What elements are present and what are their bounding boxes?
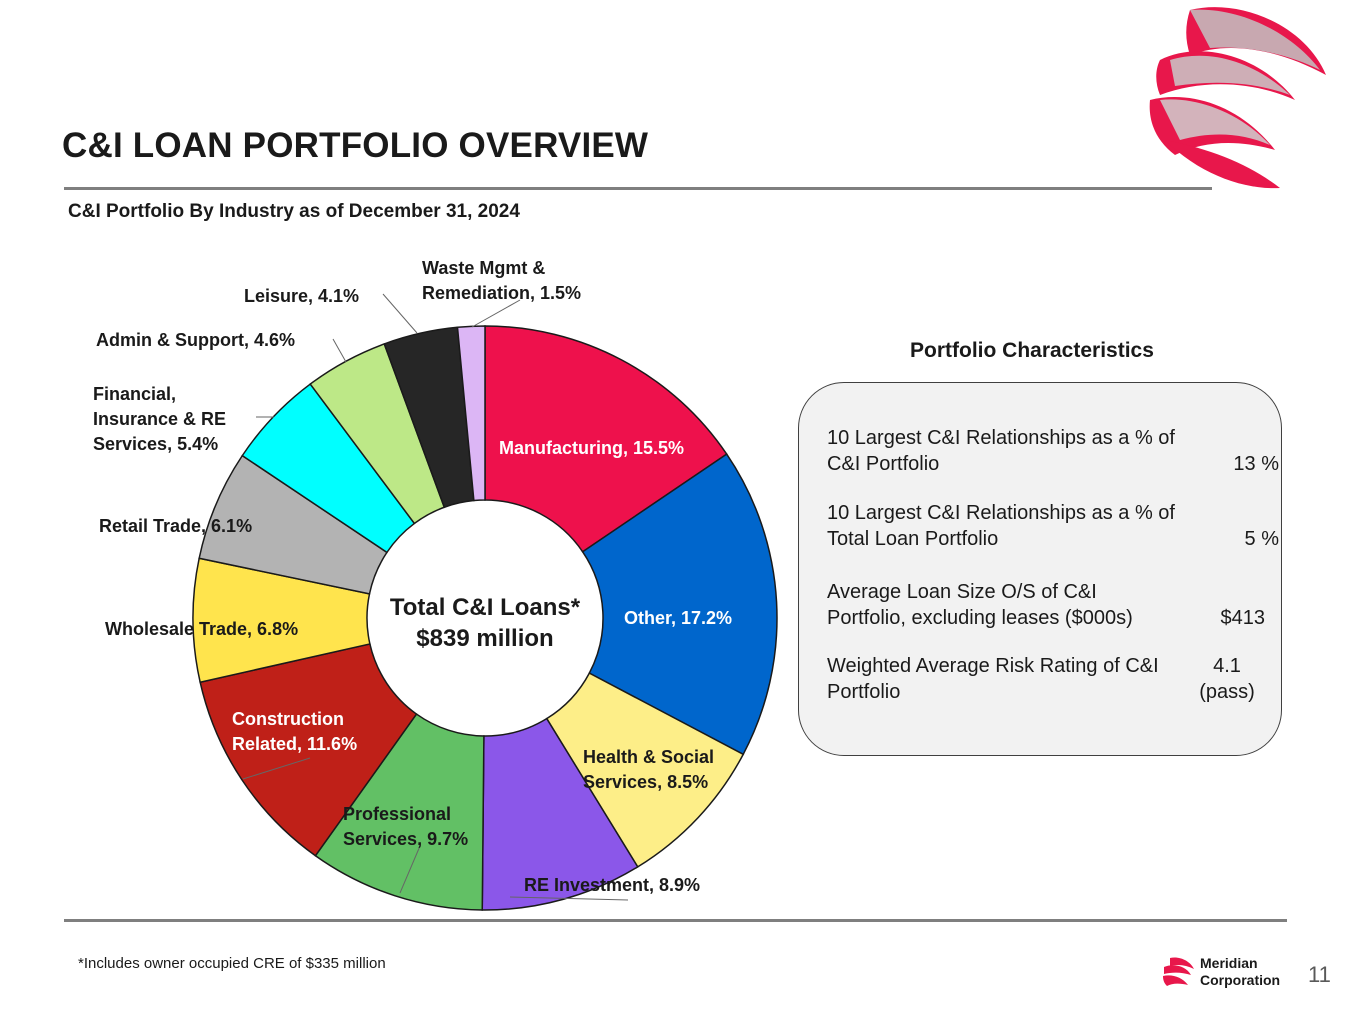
portfolio-row-value: 13 % xyxy=(1233,453,1279,475)
meridian-logo-icon xyxy=(1149,7,1326,189)
slice-label: Professional Services, 9.7% xyxy=(343,804,468,849)
label-leader-line xyxy=(509,896,629,901)
portfolio-characteristics-title: Portfolio Characteristics xyxy=(910,339,1154,362)
footer-divider xyxy=(64,919,1287,922)
label-leader-line xyxy=(332,338,347,363)
slice-label: Other, 17.2% xyxy=(624,608,732,628)
portfolio-row: 10 Largest C&I Relationships as a % of C… xyxy=(827,425,1279,477)
slice-label: Retail Trade, 6.1% xyxy=(99,516,252,536)
slice-label: Waste Mgmt & Remediation, 1.5% xyxy=(422,258,581,303)
chart-subtitle: C&I Portfolio By Industry as of December… xyxy=(68,201,520,222)
donut-center-label: Total C&I Loans* $839 million xyxy=(390,594,581,652)
donut-slice xyxy=(314,713,485,911)
slice-label: Manufacturing, 15.5% xyxy=(499,438,684,458)
header-divider xyxy=(64,187,1212,190)
portfolio-row-label: Average Loan Size O/S of C&I Portfolio, … xyxy=(827,581,1133,629)
portfolio-characteristics-box: 10 Largest C&I Relationships as a % of C… xyxy=(798,382,1282,756)
page-title: C&I LOAN PORTFOLIO OVERVIEW xyxy=(62,126,649,165)
label-leader-line xyxy=(242,757,311,780)
donut-slice xyxy=(199,643,418,857)
portfolio-row-value: 5 % xyxy=(1244,528,1279,550)
page-number: 11 xyxy=(1308,962,1331,987)
portfolio-row: 10 Largest C&I Relationships as a % of T… xyxy=(827,500,1279,552)
slice-label: Leisure, 4.1% xyxy=(244,286,359,306)
portfolio-row: Average Loan Size O/S of C&I Portfolio, … xyxy=(827,579,1267,631)
donut-slice xyxy=(456,325,486,502)
footnote: *Includes owner occupied CRE of $335 mil… xyxy=(78,955,386,972)
brand-name: Meridian Corporation xyxy=(1200,955,1280,989)
slice-label: Admin & Support, 4.6% xyxy=(96,330,295,350)
label-leader-line xyxy=(471,299,521,328)
portfolio-row-value: 4.1 (pass) xyxy=(1199,655,1255,703)
meridian-logo-small-icon xyxy=(1163,957,1194,986)
slice-label: Construction Related, 11.6% xyxy=(232,709,357,754)
brand-name-line2: Corporation xyxy=(1200,972,1281,988)
portfolio-row-label: 10 Largest C&I Relationships as a % of C… xyxy=(827,427,1175,475)
donut-slice xyxy=(581,453,778,756)
label-leader-line xyxy=(382,293,418,334)
label-leader-line xyxy=(399,845,421,894)
donut-slice xyxy=(484,325,728,553)
slice-label: RE Investment, 8.9% xyxy=(524,875,700,895)
portfolio-row: Weighted Average Risk Rating of C&I Port… xyxy=(827,653,1267,705)
portfolio-row-value: $413 xyxy=(1220,607,1266,629)
slice-label: Wholesale Trade, 6.8% xyxy=(105,619,298,639)
industry-donut-chart: Manufacturing, 15.5% Other, 17.2% Health &… xyxy=(93,258,778,911)
portfolio-row-label: 10 Largest C&I Relationships as a % of T… xyxy=(827,502,1175,550)
slice-label: Health & Social Services, 8.5% xyxy=(583,747,714,792)
portfolio-row-label: Weighted Average Risk Rating of C&I Port… xyxy=(827,655,1159,703)
slice-label: Financial, Insurance & RE Services, 5.4% xyxy=(93,384,226,454)
brand-name-line1: Meridian xyxy=(1200,955,1258,971)
